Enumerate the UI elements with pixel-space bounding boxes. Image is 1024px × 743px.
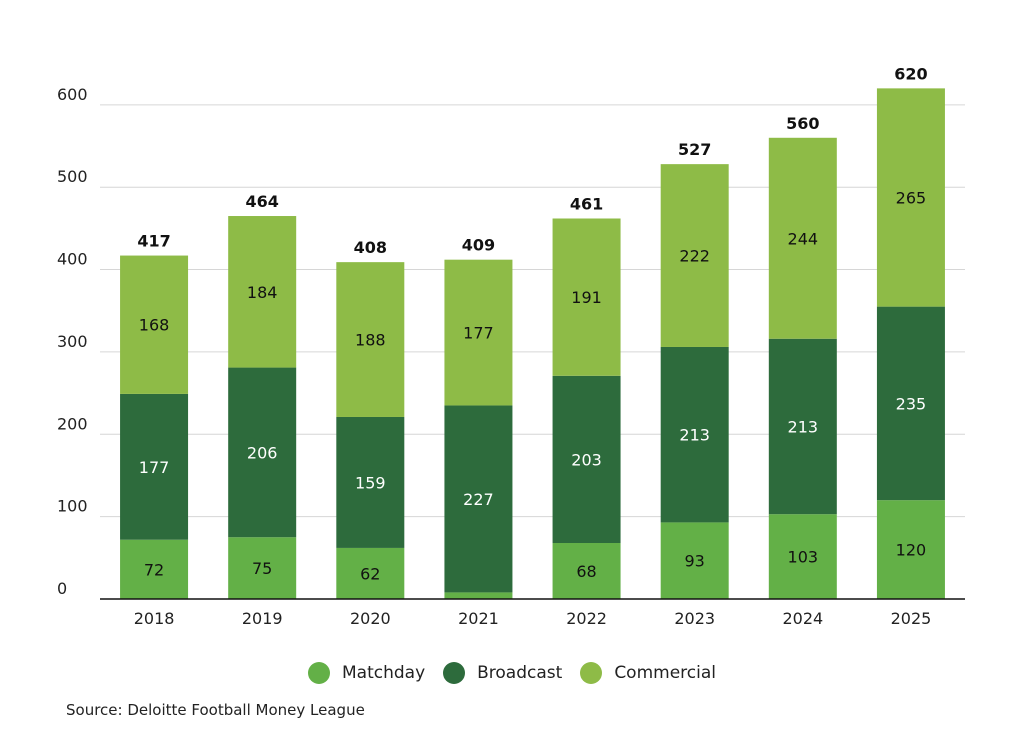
data-label-matchday-2020: 62 <box>360 564 380 583</box>
data-label-matchday-2018: 72 <box>144 560 164 579</box>
data-label-commercial-2020: 188 <box>355 331 386 350</box>
y-tick-label-200: 200 <box>57 414 88 433</box>
data-label-commercial-2018: 168 <box>139 316 170 335</box>
data-label-commercial-2019: 184 <box>247 283 278 302</box>
legend-label-commercial: Commercial <box>614 663 716 683</box>
bar-broadcast-2025 <box>876 306 945 501</box>
legend: Matchday Broadcast Commercial <box>0 662 1024 684</box>
data-label-matchday-2022: 68 <box>576 562 596 581</box>
data-label-broadcast-2019: 206 <box>247 443 278 462</box>
y-tick-label-300: 300 <box>57 332 88 351</box>
legend-label-broadcast: Broadcast <box>477 663 563 683</box>
bar-broadcast-2020 <box>336 416 405 548</box>
data-label-broadcast-2020: 159 <box>355 473 386 492</box>
data-label-matchday-2023: 93 <box>685 552 705 571</box>
bar-broadcast-2018 <box>120 393 189 540</box>
total-label-2018: 417 <box>137 232 170 251</box>
data-label-commercial-2025: 265 <box>896 188 927 207</box>
total-label-2021: 409 <box>462 236 495 255</box>
data-label-broadcast-2025: 235 <box>896 394 927 413</box>
legend-item-broadcast: Broadcast <box>443 662 562 684</box>
bar-matchday-2019 <box>228 537 297 599</box>
y-tick-label-600: 600 <box>57 85 88 104</box>
bar-matchday-2021 <box>444 592 513 599</box>
bar-broadcast-2022 <box>552 375 621 543</box>
bar-commercial-2019 <box>228 216 297 368</box>
bar-commercial-2021 <box>444 259 513 406</box>
data-label-matchday-2019: 75 <box>252 559 272 578</box>
legend-swatch-commercial <box>580 662 603 684</box>
data-label-commercial-2022: 191 <box>571 288 602 307</box>
bar-matchday-2023 <box>660 522 729 599</box>
data-label-broadcast-2023: 213 <box>679 426 710 445</box>
legend-label-matchday: Matchday <box>341 663 426 683</box>
total-label-2025: 620 <box>894 64 927 83</box>
bar-commercial-2024 <box>768 137 837 339</box>
data-label-broadcast-2022: 203 <box>571 450 602 469</box>
total-label-2024: 560 <box>786 114 819 133</box>
y-tick-label-500: 500 <box>57 167 88 186</box>
x-tick-label-2024: 2024 <box>782 609 823 628</box>
bar-commercial-2020 <box>336 262 405 417</box>
legend-item-matchday: Matchday <box>307 662 426 684</box>
bar-matchday-2018 <box>120 539 189 599</box>
bar-matchday-2022 <box>552 542 621 599</box>
bar-broadcast-2023 <box>660 346 729 523</box>
data-label-matchday-2024: 103 <box>788 548 819 567</box>
bar-matchday-2024 <box>768 514 837 599</box>
data-label-matchday-2025: 120 <box>896 541 927 560</box>
total-label-2019: 464 <box>245 192 278 211</box>
x-tick-label-2018: 2018 <box>134 609 175 628</box>
x-tick-label-2022: 2022 <box>566 609 607 628</box>
data-label-commercial-2023: 222 <box>679 247 710 266</box>
bar-commercial-2023 <box>660 164 729 347</box>
total-label-2023: 527 <box>678 140 711 159</box>
y-tick-label-100: 100 <box>57 497 88 516</box>
legend-swatch-broadcast <box>443 662 466 684</box>
source-note: Source: Deloitte Football Money League <box>66 701 365 719</box>
total-label-2020: 408 <box>354 238 387 257</box>
data-label-broadcast-2021: 227 <box>463 490 494 509</box>
bar-commercial-2022 <box>552 218 621 376</box>
data-label-commercial-2021: 177 <box>463 324 494 343</box>
x-tick-label-2023: 2023 <box>674 609 715 628</box>
bar-matchday-2025 <box>876 500 945 599</box>
x-tick-label-2019: 2019 <box>242 609 283 628</box>
total-label-2022: 461 <box>570 194 603 213</box>
bar-matchday-2020 <box>336 547 405 599</box>
x-tick-label-2021: 2021 <box>458 609 499 628</box>
legend-item-commercial: Commercial <box>580 662 716 684</box>
x-tick-label-2025: 2025 <box>891 609 932 628</box>
data-label-commercial-2024: 244 <box>788 229 819 248</box>
data-label-broadcast-2018: 177 <box>139 458 170 477</box>
y-tick-label-0: 0 <box>57 579 67 598</box>
data-label-broadcast-2024: 213 <box>788 417 819 436</box>
legend-swatch-matchday <box>307 662 330 684</box>
y-tick-label-400: 400 <box>57 250 88 269</box>
bar-commercial-2018 <box>120 255 189 394</box>
bar-broadcast-2019 <box>228 367 297 538</box>
stacked-bar-chart: 0 100 200 300 400 500 600 72 177 168 417 2018 75 206 1… <box>57 64 965 628</box>
bar-broadcast-2021 <box>444 405 513 593</box>
x-tick-label-2020: 2020 <box>350 609 391 628</box>
bar-commercial-2025 <box>876 88 945 307</box>
bar-broadcast-2024 <box>768 338 837 515</box>
